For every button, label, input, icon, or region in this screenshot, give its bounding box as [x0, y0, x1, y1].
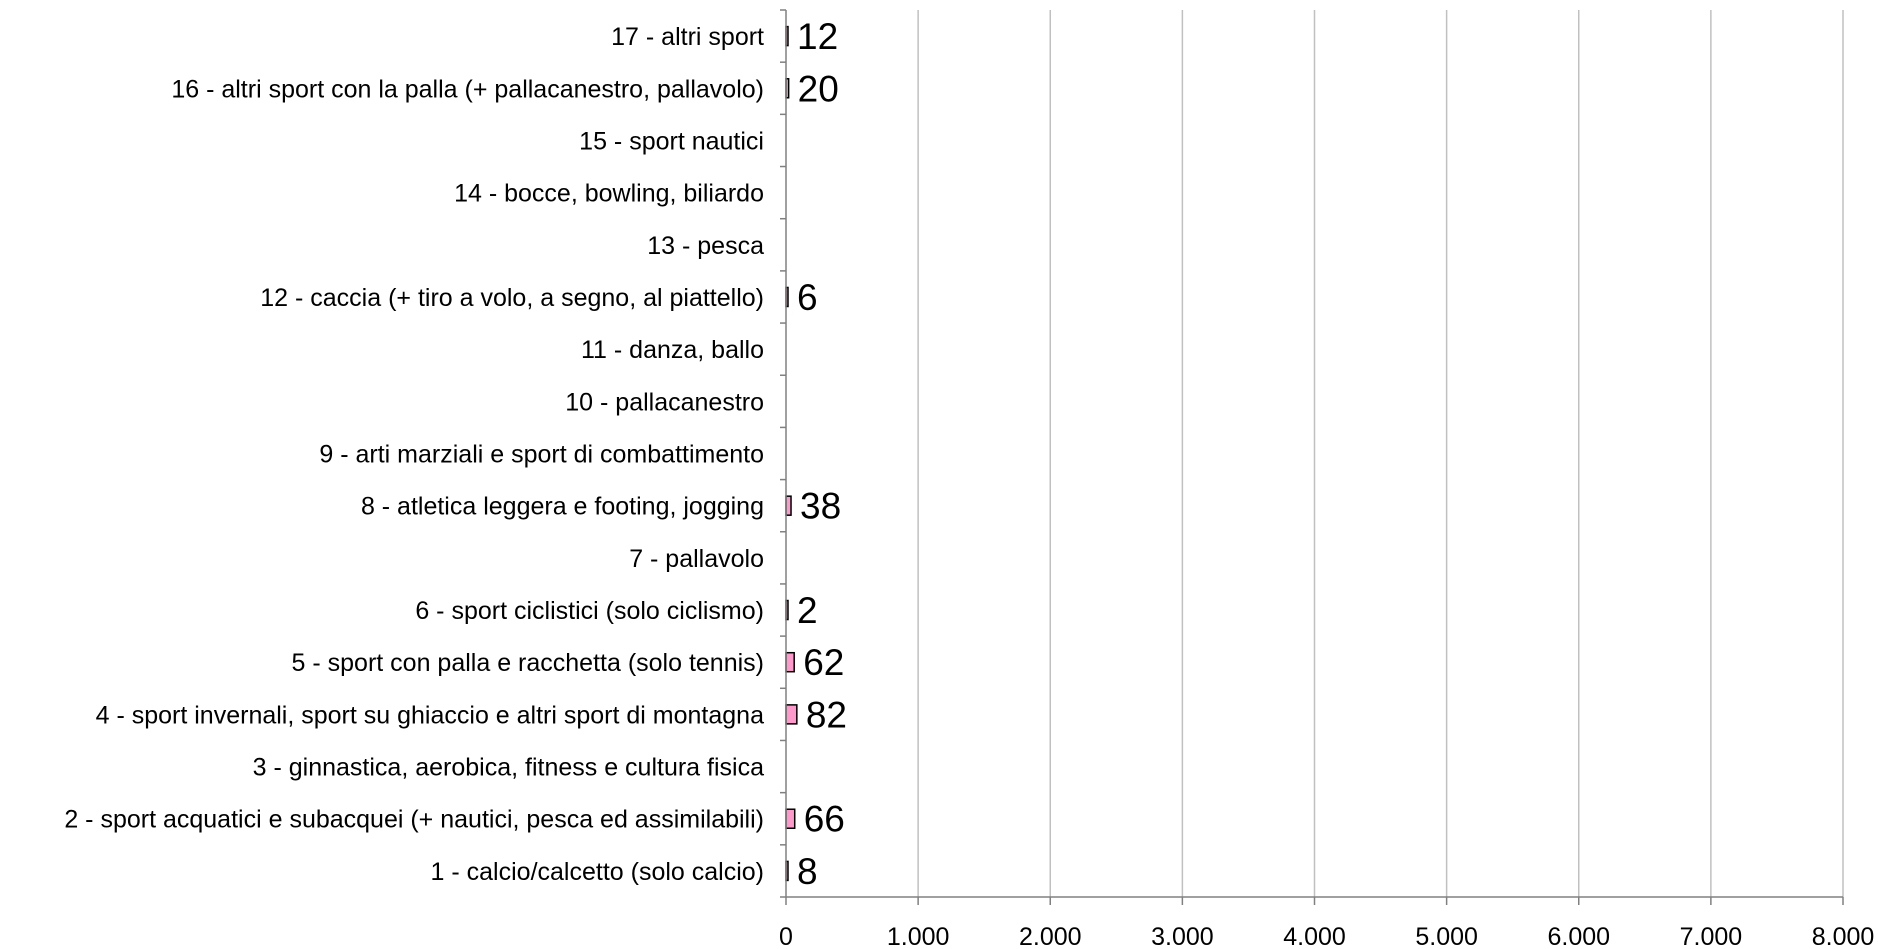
label-layer: 0 1.000 2.000 3.000 4.000 5.000 6.000 7.000 8.00… [64, 16, 1874, 949]
category-label: 12 - caccia (+ tiro a volo, a segno, al … [260, 284, 764, 312]
x-tick-label-0: 0 [779, 923, 793, 949]
x-tick-label-8: 8.000 [1812, 923, 1875, 949]
bar-5 [785, 651, 795, 673]
category-label: 1 - calcio/calcetto (solo calcio) [431, 858, 764, 886]
data-label: 8 [797, 851, 818, 892]
data-label: 2 [797, 590, 818, 631]
category-label: 7 - pallavolo [629, 545, 764, 573]
axis-layer [780, 9, 1844, 905]
x-tick-label-2: 2.000 [1019, 923, 1082, 949]
category-label: 14 - bocce, bowling, biliardo [454, 180, 764, 208]
category-label: 10 - pallacanestro [565, 388, 764, 416]
category-label: 16 - altri sport con la palla (+ pallaca… [171, 75, 764, 103]
data-label: 20 [798, 68, 839, 109]
category-label: 9 - arti marziali e sport di combattimen… [319, 441, 764, 469]
category-label: 2 - sport acquatici e subacquei (+ nauti… [64, 806, 764, 834]
category-label: 3 - ginnastica, aerobica, fitness e cult… [253, 754, 764, 782]
bar-2 [785, 808, 796, 829]
data-label: 6 [797, 277, 818, 318]
data-label: 62 [803, 642, 844, 683]
x-tick-label-4: 4.000 [1283, 923, 1346, 949]
data-label: 12 [797, 16, 838, 57]
category-label: 13 - pesca [647, 232, 764, 260]
data-label: 38 [800, 486, 841, 527]
x-tick-label-1: 1.000 [887, 923, 950, 949]
bar-8 [785, 495, 792, 516]
category-label: 11 - danza, ballo [581, 336, 764, 364]
x-tick-label-7: 7.000 [1680, 923, 1743, 949]
category-label: 17 - altri sport [611, 23, 764, 51]
category-label: 4 - sport invernali, sport su ghiaccio e… [96, 701, 764, 729]
bar-layer [785, 25, 798, 882]
bar-4 [785, 704, 798, 725]
grid-layer [917, 10, 1844, 897]
data-label: 82 [806, 694, 847, 735]
x-tick-label-6: 6.000 [1547, 923, 1610, 949]
x-tick-label-5: 5.000 [1415, 923, 1478, 949]
category-label: 5 - sport con palla e racchetta (solo te… [292, 649, 764, 677]
category-label: 15 - sport nautici [579, 127, 764, 155]
x-tick-label-3: 3.000 [1151, 923, 1214, 949]
data-label: 66 [804, 799, 845, 840]
category-label: 8 - atletica leggera e footing, jogging [361, 493, 764, 521]
category-label: 6 - sport ciclistici (solo ciclismo) [415, 597, 764, 625]
